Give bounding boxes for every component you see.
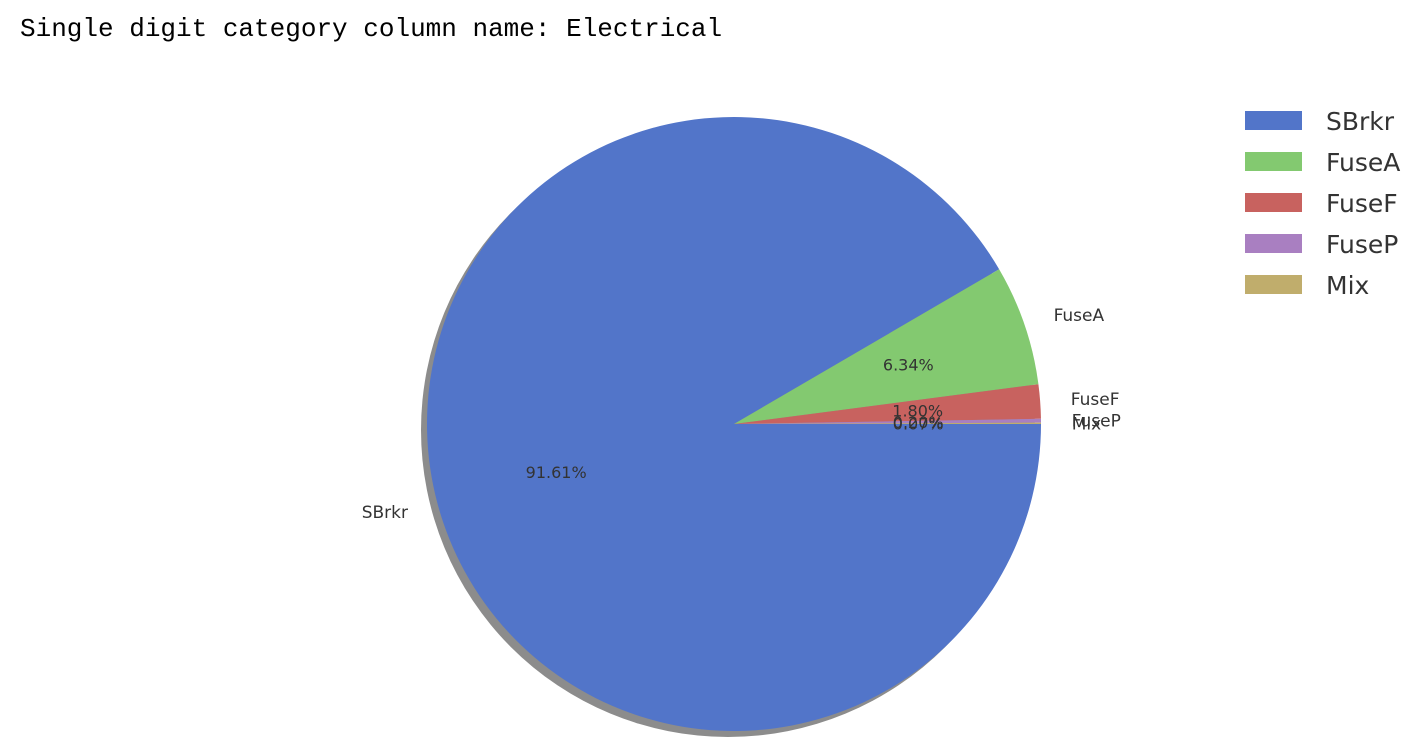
pie-labels: SBrkr 91.61% FuseA 6.34% FuseF 1.80% FuseP 0.20… (362, 306, 1121, 523)
pie-slice-fusep (734, 418, 1041, 424)
pie-slices (426, 117, 1042, 732)
pct-label-fusea: 6.34% (883, 355, 934, 374)
legend-label-fusea: FuseA (1326, 148, 1400, 177)
pct-label-mix: 0.07% (893, 415, 944, 434)
legend-label-sbrkr: SBrkr (1326, 107, 1395, 136)
slice-label-mix: Mix (1072, 414, 1101, 434)
pie-slice-fusef (734, 384, 1041, 424)
pie-slice-fusea (734, 269, 1039, 424)
slice-label-fusef: FuseF (1071, 390, 1120, 410)
legend-swatch-fusef (1245, 193, 1302, 212)
legend-swatch-sbrkr (1245, 111, 1302, 130)
pie-slice-mix (734, 422, 1041, 424)
legend: SBrkr FuseA FuseF FuseP Mix (1245, 107, 1400, 300)
slice-label-fusea: FuseA (1054, 306, 1105, 326)
cell-output-heading: Single digit category column name: Elect… (20, 14, 723, 44)
legend-label-mix: Mix (1326, 271, 1369, 300)
legend-swatch-fusep (1245, 234, 1302, 253)
slice-label-sbrkr: SBrkr (362, 503, 408, 523)
pct-label-fusep: 0.20% (893, 413, 944, 432)
pie-slice-sbrkr (426, 117, 1042, 732)
legend-swatch-mix (1245, 275, 1302, 294)
pct-label-sbrkr: 91.61% (526, 463, 587, 482)
pct-label-fusef: 1.80% (892, 401, 943, 420)
legend-label-fusep: FuseP (1326, 230, 1398, 259)
legend-swatch-fusea (1245, 152, 1302, 171)
slice-label-fusep: FuseP (1072, 411, 1121, 431)
legend-label-fusef: FuseF (1326, 189, 1398, 218)
